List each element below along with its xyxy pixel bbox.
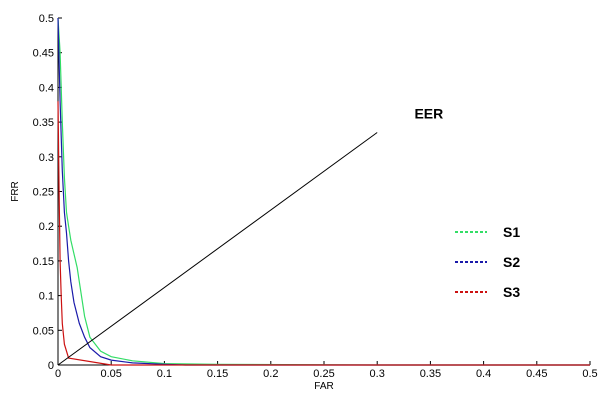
y-tick-label: 0.25: [33, 187, 54, 199]
y-tick-label: 0: [48, 360, 54, 372]
legend-label-s2: S2: [503, 254, 520, 270]
x-tick-label: 0.35: [420, 368, 441, 380]
x-tick-label: 0.4: [476, 368, 491, 380]
y-tick-label: 0.4: [39, 82, 54, 94]
y-tick-label: 0.15: [33, 256, 54, 268]
x-tick-label: 0.3: [370, 368, 385, 380]
x-tick-label: 0.25: [313, 368, 334, 380]
x-tick-label: 0: [55, 368, 61, 380]
y-tick-label: 0.3: [39, 152, 54, 164]
y-tick-label: 0.5: [39, 13, 54, 25]
eer-annotation: EER: [414, 106, 443, 122]
x-axis-label: FAR: [314, 381, 333, 392]
x-tick-label: 0.2: [263, 368, 278, 380]
x-tick-label: 0.5: [582, 368, 597, 380]
x-tick-label: 0.05: [100, 368, 121, 380]
eer-line: [57, 132, 378, 366]
y-tick-label: 0.2: [39, 221, 54, 233]
legend: S1 S2 S3: [455, 224, 520, 300]
x-tick-label: 0.1: [157, 368, 172, 380]
y-axis-label: FRR: [10, 181, 21, 202]
series-line-s2: [57, 17, 590, 366]
series-line-s3: [57, 101, 590, 366]
tick-labels: 0 0.05 0.1 0.15 0.2 0.25 0.3 0.35 0.4 0.45 0.5 0 0.0…: [33, 13, 598, 380]
axes: [57, 18, 590, 366]
legend-label-s1: S1: [503, 224, 520, 240]
y-tick-label: 0.45: [33, 48, 54, 60]
x-tick-label: 0.15: [207, 368, 228, 380]
series-lines: [57, 17, 590, 366]
series-line-s1: [57, 17, 590, 366]
y-tick-label: 0.1: [39, 291, 54, 303]
y-tick-label: 0.05: [33, 325, 54, 337]
annotations: EER: [57, 106, 443, 366]
x-tick-label: 0.45: [526, 368, 547, 380]
y-tick-label: 0.35: [33, 117, 54, 129]
legend-label-s3: S3: [503, 284, 520, 300]
